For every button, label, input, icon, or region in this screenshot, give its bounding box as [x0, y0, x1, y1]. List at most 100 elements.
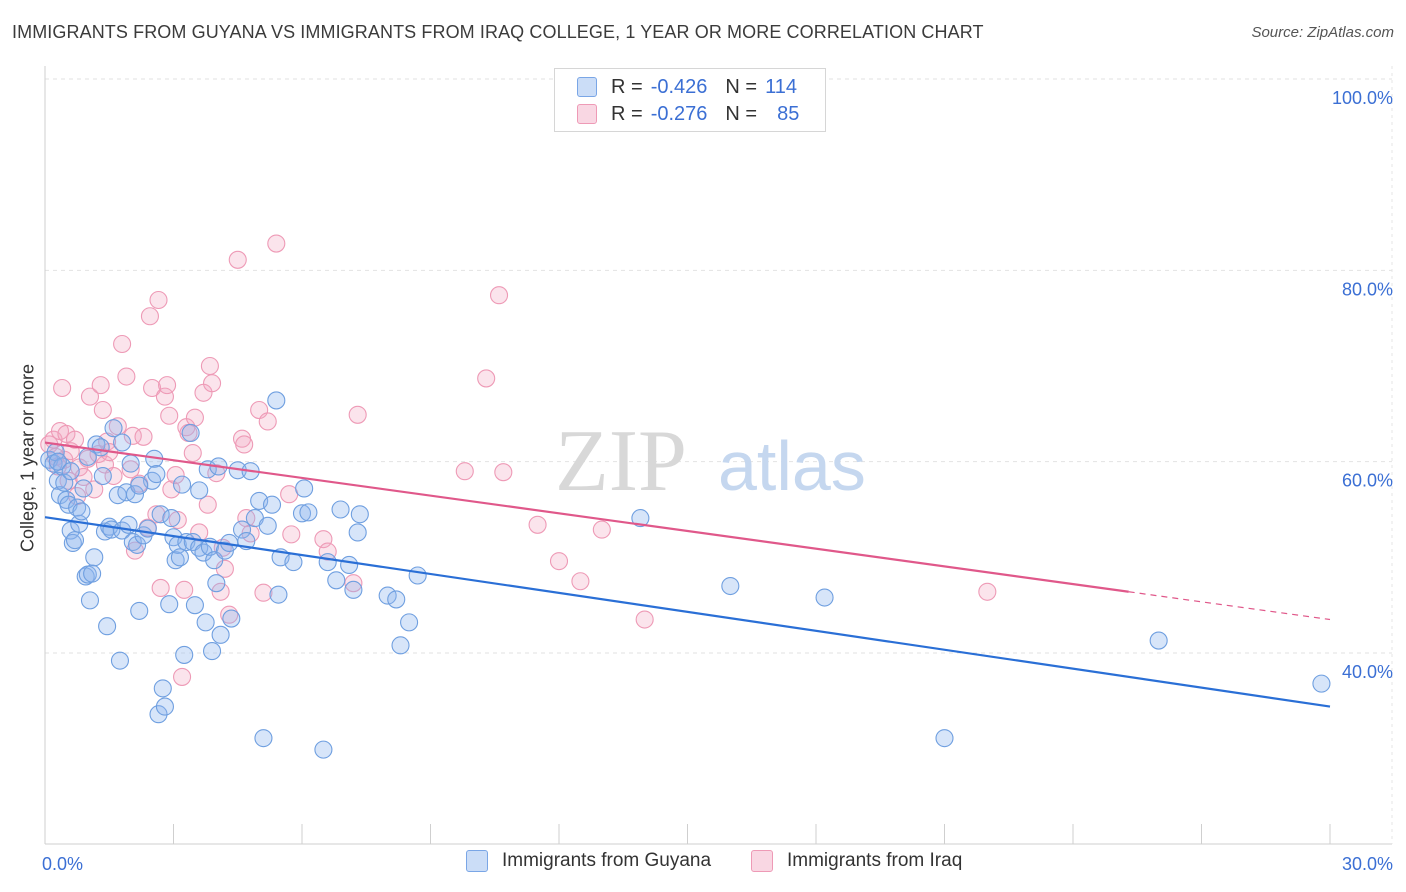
guyana-point	[408, 566, 427, 585]
iraq-point	[53, 378, 72, 398]
guyana-point	[203, 642, 222, 661]
guyana-point	[400, 613, 419, 632]
iraq-point	[91, 376, 110, 395]
iraq-trend-extension	[1128, 591, 1331, 621]
guyana-point	[1312, 674, 1331, 693]
axis-layer	[44, 66, 1393, 845]
iraq-point	[635, 610, 654, 629]
y-tick-label: 40.0%	[1342, 662, 1393, 682]
guyana-point	[130, 476, 149, 495]
guyana-point	[196, 613, 215, 632]
iraq-point	[200, 356, 219, 376]
guyana-point	[721, 576, 740, 596]
guyana-point	[254, 729, 273, 748]
guyana-point	[295, 479, 314, 498]
iraq-point	[93, 400, 112, 420]
guyana-point	[181, 423, 200, 443]
iraq-point	[494, 463, 513, 482]
iraq-point	[235, 435, 254, 454]
iraq-point	[344, 574, 363, 593]
guyana-point	[292, 504, 312, 523]
guyana-point	[935, 729, 954, 748]
y-axis-label: College, 1 year or more	[17, 363, 38, 553]
guyana-point	[130, 601, 149, 620]
guyana-point	[314, 740, 333, 759]
guyana-point	[378, 586, 397, 605]
iraq-point	[117, 367, 136, 386]
guyana-point	[110, 651, 130, 670]
iraq-point	[228, 250, 247, 269]
iraq-point	[254, 583, 273, 602]
series-legend-label: Immigrants from Iraq	[787, 850, 963, 871]
iraq-point	[203, 374, 222, 393]
chart-source: Source: ZipAtlas.com	[1251, 24, 1394, 41]
guyana-point	[348, 523, 367, 542]
guyana-point	[125, 485, 144, 504]
guyana-point	[327, 571, 346, 590]
iraq-point	[185, 408, 204, 427]
series-legend-label: Immigrants from Guyana	[502, 850, 712, 871]
iraq-point	[140, 307, 159, 326]
guyana-point	[61, 462, 80, 481]
guyana-point	[149, 705, 168, 724]
guyana-point	[104, 419, 123, 438]
iraq-point	[143, 378, 162, 398]
guyana-point	[80, 591, 100, 610]
watermark-atlas: atlas	[718, 427, 866, 505]
guyana-point	[175, 645, 194, 664]
iraq-point	[151, 578, 170, 597]
y-tick-label: 60.0%	[1342, 471, 1393, 491]
guyana-point	[318, 553, 337, 572]
iraq-point	[121, 460, 140, 479]
guyana-point	[128, 535, 147, 554]
x-tick-label: 30.0%	[1342, 854, 1393, 874]
guyana-point	[160, 595, 179, 614]
iraq-point	[160, 406, 179, 425]
legend-r-value: -0.276	[650, 102, 708, 125]
guyana-point	[1149, 631, 1168, 650]
iraq-point	[549, 552, 569, 571]
guyana-point	[153, 679, 172, 698]
guyana-point	[269, 585, 288, 604]
guyana-point	[48, 452, 67, 471]
iraq-point	[571, 572, 590, 591]
watermark-zip: ZIP	[555, 413, 687, 510]
guyana-point	[185, 596, 204, 615]
guyana-point	[262, 495, 282, 514]
series-legend-guyana: Immigrants from Guyana	[466, 850, 711, 872]
guyana-point	[344, 580, 363, 599]
legend-n-label: N =	[725, 75, 758, 98]
iraq-point	[477, 369, 496, 388]
chart-title: IMMIGRANTS FROM GUYANA VS IMMIGRANTS FRO…	[12, 22, 984, 42]
guyana-point	[83, 564, 102, 583]
guyana-point	[631, 509, 650, 528]
guyana-point	[170, 548, 189, 567]
guyana-point	[207, 574, 226, 593]
guyana-point	[190, 481, 209, 500]
guyana-point	[387, 590, 406, 609]
iraq-point	[198, 495, 217, 514]
guyana-point	[232, 520, 252, 539]
guyana-point	[258, 516, 277, 535]
guyana-point	[155, 697, 174, 716]
iraq-point	[489, 286, 509, 305]
iraq-point	[258, 412, 277, 431]
guyana-point	[222, 609, 241, 628]
guyana-point	[72, 502, 91, 521]
guyana-point	[74, 479, 93, 498]
guyana-point	[211, 625, 230, 644]
guyana-point	[173, 475, 192, 494]
guyana-point	[350, 505, 369, 524]
iraq-point	[318, 542, 337, 561]
iraq-point	[162, 480, 181, 499]
guyana-point	[121, 454, 140, 473]
legend-n-value: 85	[777, 102, 800, 125]
iraq-point	[104, 466, 123, 486]
legend-r-value: -0.426	[650, 75, 708, 98]
series-legend: Immigrants from Guyana Immigrants from I…	[0, 850, 1406, 878]
iraq-point	[158, 376, 177, 395]
guyana-point	[93, 466, 112, 486]
iraq-point	[149, 290, 168, 310]
iraq-point	[168, 510, 187, 530]
